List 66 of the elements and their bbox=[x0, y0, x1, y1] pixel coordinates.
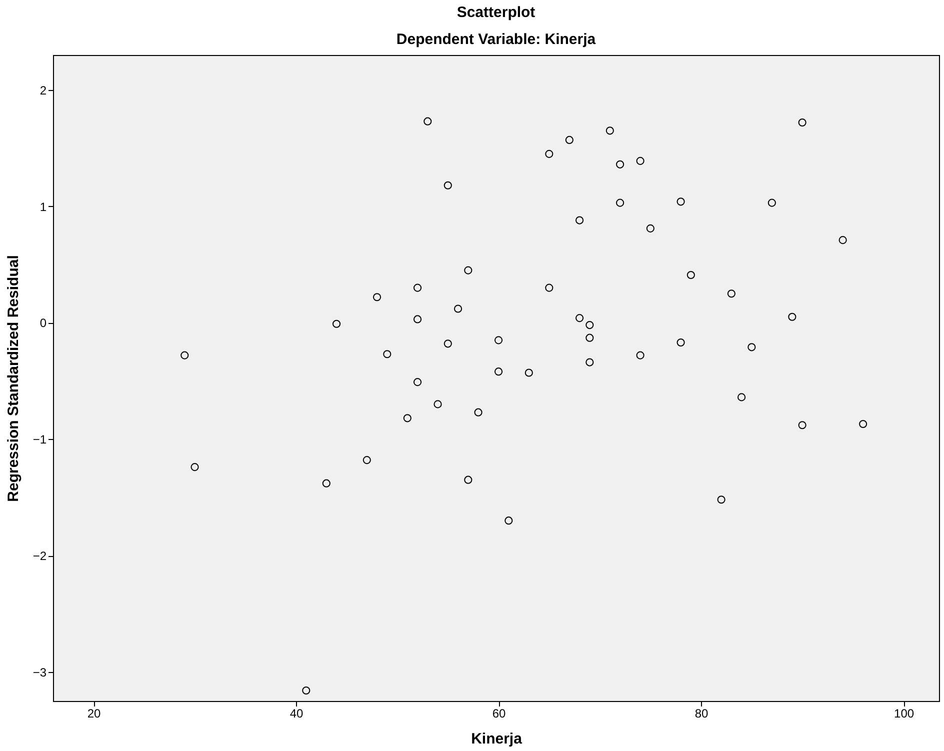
point bbox=[676, 338, 685, 347]
point bbox=[464, 476, 472, 484]
point bbox=[444, 340, 452, 348]
point bbox=[838, 236, 847, 244]
x-tick-label: 40 bbox=[290, 706, 304, 720]
point bbox=[586, 321, 594, 330]
point bbox=[738, 393, 746, 402]
point bbox=[545, 284, 554, 292]
point bbox=[403, 414, 412, 422]
point bbox=[302, 686, 310, 695]
y-tick-label: 1 bbox=[40, 200, 47, 214]
point bbox=[434, 400, 442, 408]
point bbox=[413, 284, 422, 292]
point bbox=[586, 334, 594, 342]
y-tick-label: −2 bbox=[32, 549, 47, 564]
point bbox=[494, 368, 503, 376]
point bbox=[576, 216, 584, 224]
point bbox=[798, 421, 806, 430]
point bbox=[565, 136, 574, 144]
point bbox=[383, 350, 392, 358]
point bbox=[413, 315, 422, 324]
point bbox=[190, 463, 199, 472]
chart-title: Scatterplot bbox=[456, 4, 536, 21]
point bbox=[636, 156, 644, 165]
chart-subtitle: Dependent Variable: Kinerja bbox=[396, 31, 596, 48]
point bbox=[676, 198, 685, 206]
point bbox=[727, 290, 736, 298]
point bbox=[322, 479, 330, 488]
point bbox=[494, 336, 503, 344]
point bbox=[616, 198, 624, 207]
point bbox=[616, 160, 624, 168]
x-tick-label: 60 bbox=[492, 706, 506, 720]
point bbox=[686, 270, 695, 280]
point bbox=[748, 343, 756, 352]
point bbox=[768, 198, 776, 207]
point bbox=[332, 320, 341, 328]
x-tick-label: 20 bbox=[87, 706, 101, 720]
point bbox=[464, 266, 472, 274]
point bbox=[798, 118, 806, 127]
point bbox=[717, 496, 726, 504]
y-tick-label: 2 bbox=[40, 83, 47, 98]
point bbox=[180, 351, 189, 360]
point bbox=[413, 378, 422, 386]
x-axis-title: Kinerja bbox=[471, 730, 523, 748]
x-tick-label: 80 bbox=[694, 706, 709, 720]
point bbox=[504, 516, 513, 525]
point bbox=[646, 224, 654, 232]
point bbox=[636, 351, 644, 360]
point bbox=[474, 408, 482, 416]
y-tick-label: 0 bbox=[40, 316, 47, 330]
point bbox=[788, 312, 796, 321]
point bbox=[586, 358, 594, 366]
point bbox=[576, 314, 584, 322]
point bbox=[524, 368, 533, 377]
point bbox=[372, 293, 382, 302]
point bbox=[454, 304, 462, 313]
x-tick-label: 100 bbox=[894, 706, 914, 720]
y-axis-title: Regression Standardized Residual bbox=[4, 255, 22, 502]
point bbox=[859, 420, 868, 428]
point bbox=[444, 181, 452, 190]
point bbox=[545, 150, 554, 158]
y-tick-label: −3 bbox=[32, 665, 47, 680]
point bbox=[424, 117, 432, 126]
point bbox=[362, 456, 371, 464]
y-tick-label: −1 bbox=[32, 432, 47, 447]
point bbox=[606, 126, 614, 135]
